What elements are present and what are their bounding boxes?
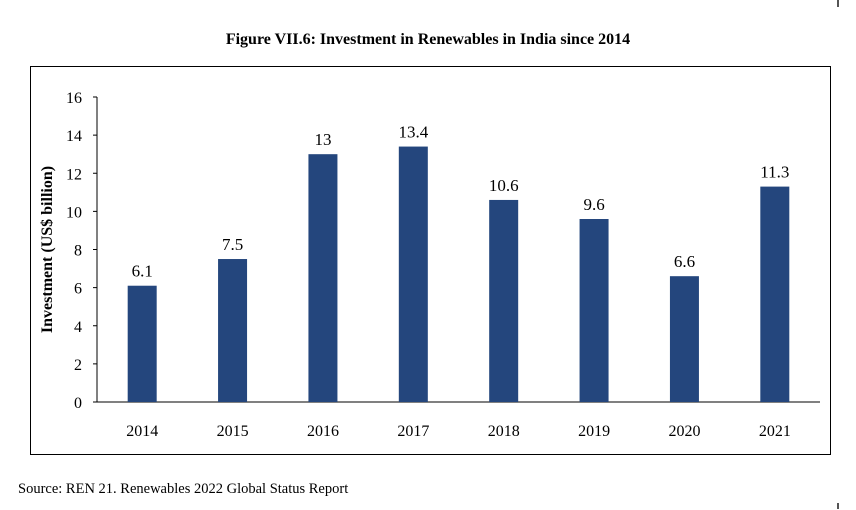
y-tick-label: 4 bbox=[74, 319, 82, 336]
bar bbox=[398, 146, 428, 402]
chart-title: Figure VII.6: Investment in Renewables i… bbox=[225, 31, 631, 48]
x-tick-label: 2020 bbox=[668, 423, 700, 440]
y-tick-label: 14 bbox=[66, 128, 82, 145]
y-tick-label: 0 bbox=[74, 395, 82, 412]
data-label: 6.1 bbox=[132, 262, 153, 281]
source-note: Source: REN 21. Renewables 2022 Global S… bbox=[18, 481, 349, 497]
bar bbox=[489, 199, 519, 402]
data-label: 11.3 bbox=[760, 163, 789, 182]
bar bbox=[127, 285, 157, 402]
x-tick-label: 2016 bbox=[307, 423, 339, 440]
y-tick-label: 10 bbox=[66, 204, 82, 221]
bar bbox=[669, 276, 699, 402]
x-tick-label: 2017 bbox=[397, 423, 429, 440]
y-tick-label: 8 bbox=[74, 243, 82, 260]
data-label: 10.6 bbox=[489, 176, 519, 195]
data-label: 9.6 bbox=[583, 195, 604, 214]
y-tick-label: 12 bbox=[66, 166, 82, 183]
y-tick-label: 6 bbox=[74, 281, 82, 298]
x-tick-label: 2014 bbox=[126, 423, 158, 440]
chart-frame bbox=[30, 66, 831, 455]
y-tick-label: 16 bbox=[66, 90, 82, 107]
data-label: 13 bbox=[314, 130, 331, 149]
edge-mark bbox=[837, 503, 839, 509]
x-tick-label: 2015 bbox=[217, 423, 249, 440]
data-label: 6.6 bbox=[674, 252, 695, 271]
y-tick-label: 2 bbox=[74, 357, 82, 374]
data-label: 7.5 bbox=[222, 235, 243, 254]
bar bbox=[308, 154, 338, 402]
x-tick-label: 2021 bbox=[759, 423, 791, 440]
edge-mark bbox=[837, 0, 839, 7]
bar bbox=[760, 186, 790, 402]
x-tick-label: 2019 bbox=[578, 423, 610, 440]
data-label: 13.4 bbox=[398, 123, 428, 142]
bar bbox=[218, 259, 248, 402]
bar bbox=[579, 219, 609, 402]
x-tick-label: 2018 bbox=[488, 423, 520, 440]
y-axis-title: Investment (US$ billion) bbox=[39, 166, 56, 333]
